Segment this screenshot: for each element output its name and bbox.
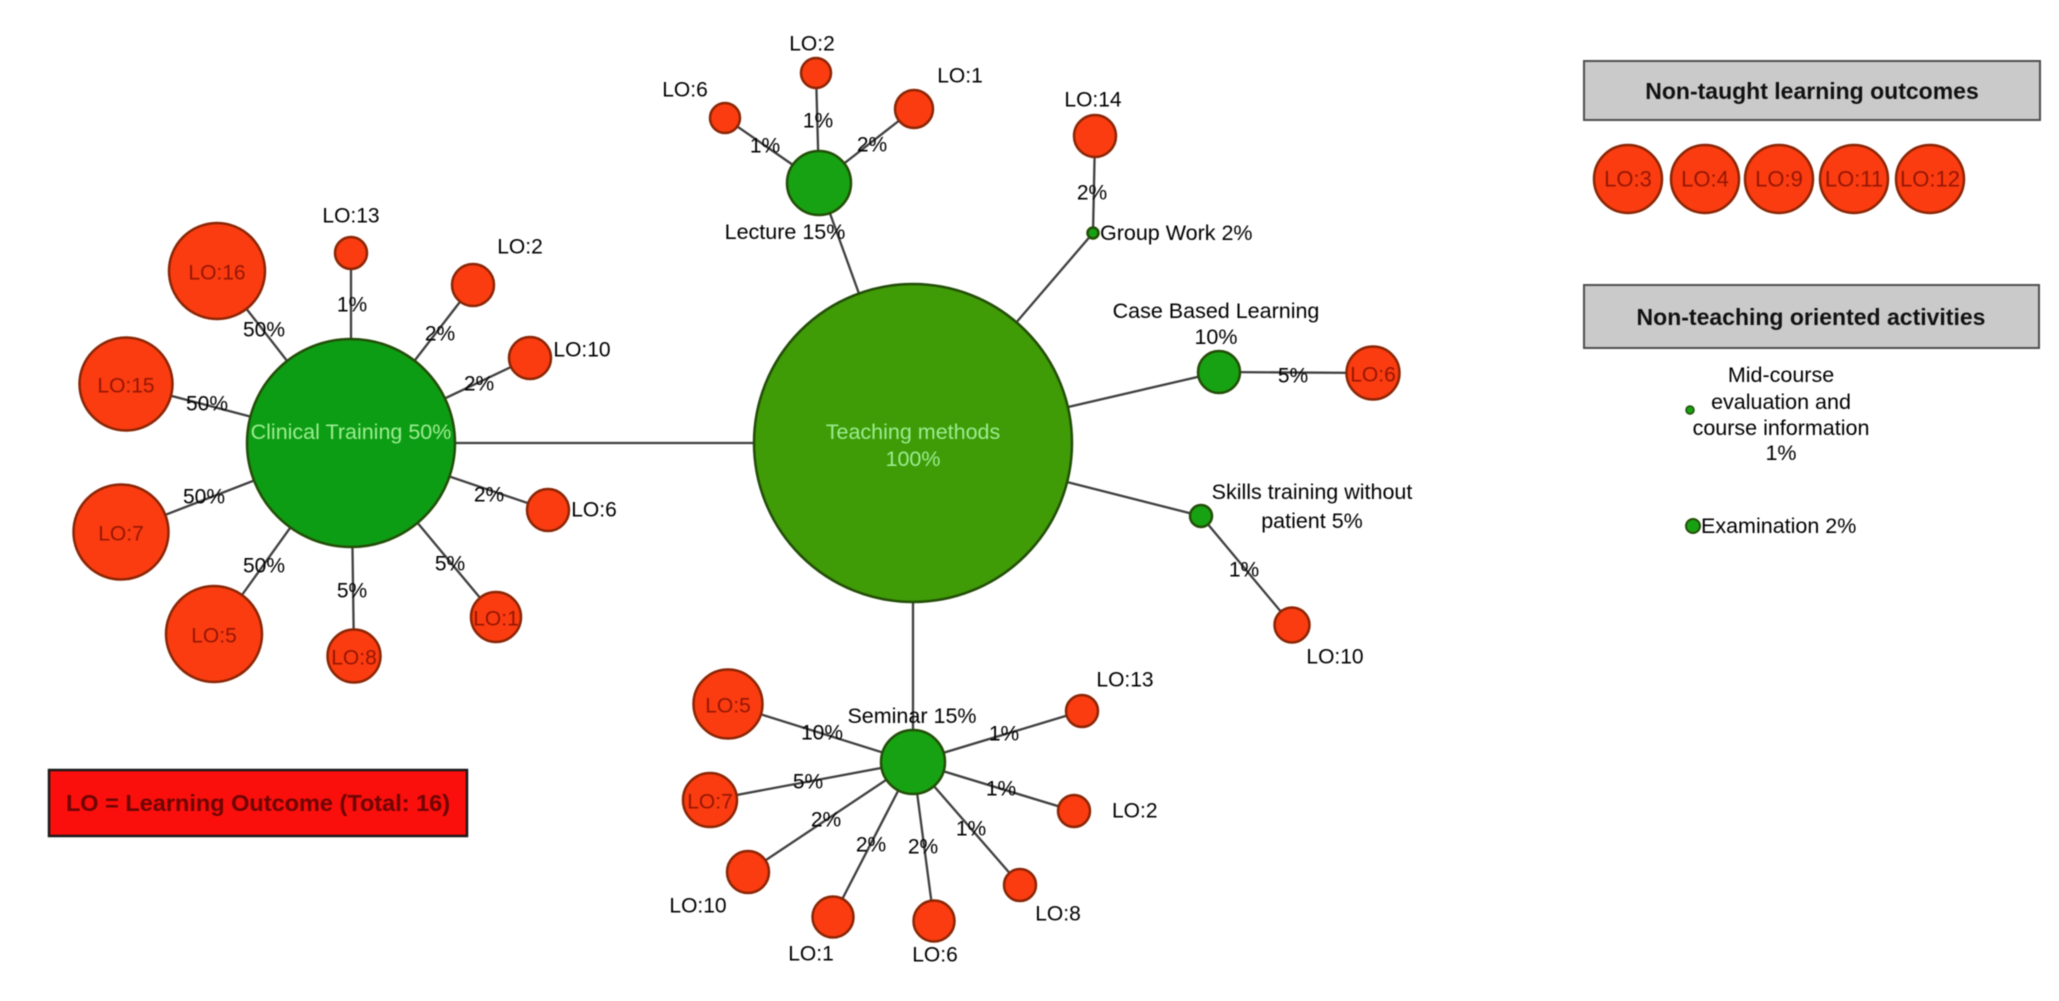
- svg-text:evaluation and: evaluation and: [1711, 390, 1851, 414]
- svg-text:LO:6: LO:6: [912, 944, 958, 967]
- svg-text:2%: 2%: [425, 323, 455, 346]
- svg-text:course information: course information: [1693, 416, 1870, 440]
- svg-text:LO:2: LO:2: [497, 236, 543, 259]
- svg-text:LO:6: LO:6: [662, 79, 708, 102]
- svg-text:LO:6: LO:6: [1350, 364, 1396, 387]
- svg-text:LO:7: LO:7: [98, 523, 144, 546]
- svg-text:LO:8: LO:8: [1035, 903, 1081, 926]
- svg-text:1%: 1%: [1229, 559, 1259, 582]
- svg-text:LO:1: LO:1: [473, 608, 519, 631]
- svg-text:1%: 1%: [989, 723, 1019, 746]
- svg-text:5%: 5%: [435, 553, 465, 576]
- svg-text:Non-teaching oriented activiti: Non-teaching oriented activities: [1637, 304, 1986, 330]
- svg-text:2%: 2%: [856, 834, 886, 857]
- svg-text:LO:1: LO:1: [788, 943, 834, 966]
- svg-text:Case Based Learning: Case Based Learning: [1113, 299, 1320, 323]
- svg-text:LO:8: LO:8: [331, 647, 377, 670]
- svg-text:LO:14: LO:14: [1064, 89, 1122, 112]
- svg-text:2%: 2%: [1077, 182, 1107, 205]
- svg-text:LO:13: LO:13: [1096, 669, 1153, 692]
- svg-text:Lecture 15%: Lecture 15%: [725, 220, 846, 244]
- svg-text:5%: 5%: [793, 771, 823, 794]
- svg-text:Skills training without: Skills training without: [1212, 480, 1413, 504]
- svg-text:Teaching methods: Teaching methods: [826, 420, 1001, 444]
- svg-text:50%: 50%: [186, 393, 228, 416]
- svg-text:LO:6: LO:6: [571, 499, 617, 522]
- svg-text:patient 5%: patient 5%: [1261, 509, 1363, 533]
- svg-text:2%: 2%: [908, 836, 938, 859]
- svg-text:5%: 5%: [337, 580, 367, 603]
- svg-text:1%: 1%: [750, 135, 780, 158]
- svg-text:1%: 1%: [986, 778, 1016, 801]
- svg-text:2%: 2%: [464, 373, 494, 396]
- svg-text:LO:15: LO:15: [97, 375, 154, 398]
- svg-text:LO:5: LO:5: [191, 625, 237, 648]
- svg-text:Group Work 2%: Group Work 2%: [1100, 221, 1253, 245]
- svg-text:10%: 10%: [1194, 325, 1237, 349]
- svg-text:1%: 1%: [956, 818, 986, 841]
- svg-text:Mid-course: Mid-course: [1728, 363, 1834, 387]
- svg-text:50%: 50%: [183, 486, 225, 509]
- svg-text:LO:13: LO:13: [322, 205, 379, 228]
- svg-text:50%: 50%: [243, 555, 285, 578]
- svg-text:LO:1: LO:1: [937, 65, 983, 88]
- svg-text:LO:2: LO:2: [789, 33, 835, 56]
- svg-text:LO:16: LO:16: [188, 262, 245, 285]
- svg-text:LO:12: LO:12: [1900, 167, 1960, 192]
- svg-text:2%: 2%: [811, 809, 841, 832]
- svg-text:10%: 10%: [801, 722, 843, 745]
- svg-text:50%: 50%: [243, 319, 285, 342]
- svg-text:LO:10: LO:10: [553, 339, 610, 362]
- svg-text:LO:11: LO:11: [1825, 167, 1883, 192]
- svg-text:2%: 2%: [857, 134, 887, 157]
- svg-text:2%: 2%: [474, 484, 504, 507]
- svg-text:LO:10: LO:10: [669, 895, 726, 918]
- svg-text:LO:3: LO:3: [1604, 167, 1652, 192]
- svg-text:1%: 1%: [1765, 441, 1796, 465]
- svg-text:5%: 5%: [1278, 365, 1308, 388]
- svg-text:1%: 1%: [337, 294, 367, 317]
- svg-text:LO:7: LO:7: [687, 791, 733, 814]
- svg-text:LO:10: LO:10: [1306, 646, 1363, 669]
- svg-text:LO:5: LO:5: [705, 695, 751, 718]
- svg-text:LO:2: LO:2: [1112, 800, 1158, 823]
- svg-text:Non-taught learning outcomes: Non-taught learning outcomes: [1645, 78, 1979, 104]
- svg-text:Clinical Training 50%: Clinical Training 50%: [251, 420, 452, 444]
- svg-text:1%: 1%: [803, 110, 833, 133]
- svg-text:LO:9: LO:9: [1755, 167, 1803, 192]
- svg-text:Seminar 15%: Seminar 15%: [847, 704, 976, 728]
- svg-text:LO = Learning Outcome (Total:: LO = Learning Outcome (Total: 16): [66, 790, 450, 816]
- svg-text:Examination 2%: Examination 2%: [1701, 514, 1856, 538]
- svg-text:LO:4: LO:4: [1681, 167, 1729, 192]
- svg-text:100%: 100%: [886, 447, 941, 471]
